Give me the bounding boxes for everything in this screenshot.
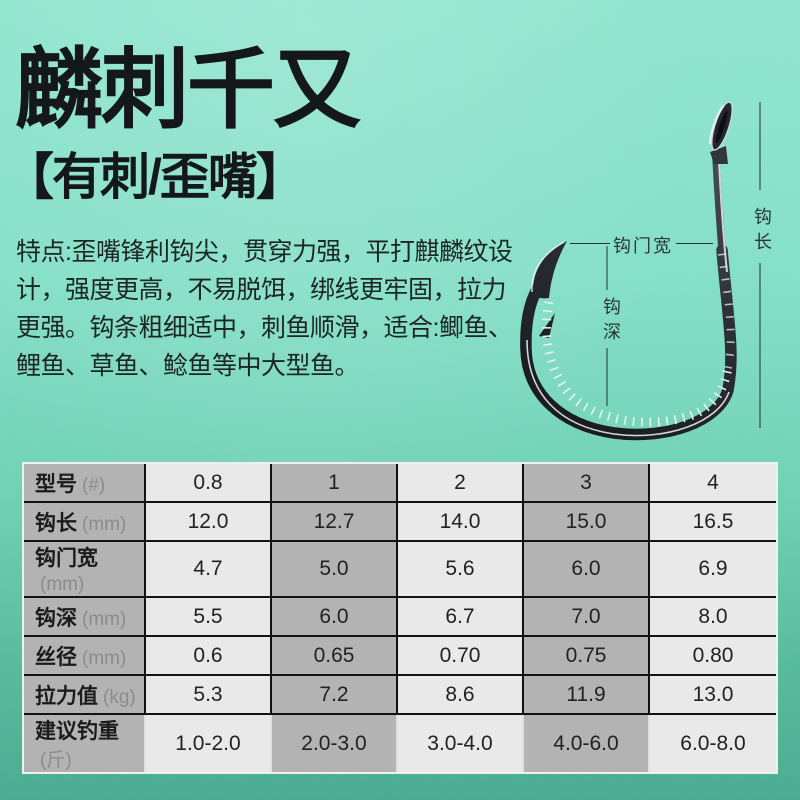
point-highlight [531,241,565,293]
spec-cell: 2.0-3.0 [272,715,398,772]
spec-cell: 2 [398,464,524,503]
row-unit: (mm) [82,513,127,535]
row-label: 拉力值 [35,684,98,708]
spec-cell: 4.7 [146,542,272,598]
spec-cell: 5.3 [146,676,272,715]
row-label-cell: 钩长 (mm) [24,503,146,542]
label-hook-length: 钩长 [752,207,772,257]
spec-cell: 0.65 [272,637,398,676]
row-unit: (kg) [103,686,136,708]
scale-ticks [541,301,733,427]
row-label: 丝径 [35,645,77,669]
spec-cell: 16.5 [650,503,776,542]
spec-row-gape-width: 钩门宽 (mm) 4.7 5.0 5.6 6.0 6.9 [24,542,776,598]
spec-cell: 8.6 [398,676,524,715]
row-label-cell: 建议钓重 (斤) [24,715,146,772]
row-label-cell: 型号 (#) [24,464,146,503]
spec-cell: 6.0 [272,598,398,637]
row-unit: (mm) [82,608,127,630]
hook-barb [539,313,555,338]
spec-row-hook-depth: 钩深 (mm) 5.5 6.0 6.7 7.0 8.0 [24,598,776,637]
row-label: 钩深 [35,606,77,630]
spec-row-model: 型号 (#) 0.8 1 2 3 4 [24,464,776,503]
spec-cell: 1 [272,464,398,503]
description-line: 特点:歪嘴锋利钩尖，贯穿力强，平打麒麟纹设 [16,238,513,266]
row-label: 建议钓重 [35,720,119,743]
spec-cell: 6.0-8.0 [650,715,776,772]
spec-cell: 6.7 [398,598,524,637]
hook-eye [708,101,733,164]
spec-cell: 15.0 [524,503,650,542]
spec-table: 型号 (#) 0.8 1 2 3 4 钩长 (mm) 12.0 12.7 14.0 … [22,462,778,774]
hook-illustration [520,101,761,441]
spec-cell: 3.0-4.0 [398,715,524,772]
spec-cell: 8.0 [650,598,776,637]
row-unit: (#) [82,474,106,496]
spec-row-pull-force: 拉力值 (kg) 5.3 7.2 8.6 11.9 13.0 [24,676,776,715]
description-line: 更强。钩条粗细适中，刺鱼顺滑，适合:鲫鱼、 [16,314,513,342]
product-description: 特点:歪嘴锋利钩尖，贯穿力强，平打麒麟纹设 计，强度更高，不易脱饵，绑线更牢固，… [16,233,513,385]
spec-cell: 5.6 [398,542,524,598]
row-label-cell: 钩门宽 (mm) [24,542,146,598]
row-label-cell: 拉力值 (kg) [24,676,146,715]
spec-cell: 1.0-2.0 [146,715,272,772]
spec-cell: 0.8 [146,464,272,503]
spec-cell: 0.6 [146,637,272,676]
spec-cell: 6.0 [524,542,650,598]
row-label: 钩长 [35,511,77,535]
spec-cell: 7.0 [524,598,650,637]
spec-row-suggested-weight: 建议钓重(斤) 1.0-2.0 2.0-3.0 3.0-4.0 4.0-6.0 … [24,715,776,772]
row-unit: (mm) [40,574,85,595]
bend-highlight [526,339,730,437]
spec-cell: 11.9 [524,676,650,715]
row-label: 型号 [35,472,77,496]
spec-row-wire-diameter: 丝径 (mm) 0.6 0.65 0.70 0.75 0.80 [24,637,776,676]
shank-highlight [718,161,728,273]
spec-cell: 12.0 [146,503,272,542]
row-unit: (斤) [40,750,72,771]
product-title: 麟刺千又 [15,40,361,139]
dimension-lines [570,102,761,428]
spec-cell: 12.7 [272,503,398,542]
row-label-cell: 钩深 (mm) [24,598,146,637]
description-line: 鲤鱼、草鱼、鲶鱼等中大型鱼。 [16,352,360,380]
spec-cell: 5.0 [272,542,398,598]
spec-cell: 7.2 [272,676,398,715]
spec-cell: 13.0 [650,676,776,715]
hook-diagram: 钩门宽 钩深 钩长 [520,101,772,441]
spec-cell: 0.75 [524,637,650,676]
spec-cell: 5.5 [146,598,272,637]
label-hook-depth: 钩深 [601,297,621,347]
spec-cell: 14.0 [398,503,524,542]
spec-cell: 0.70 [398,637,524,676]
spec-row-hook-length: 钩长 (mm) 12.0 12.7 14.0 15.0 16.5 [24,503,776,542]
spec-cell: 6.9 [650,542,776,598]
row-unit: (mm) [82,647,127,669]
spec-cell: 4 [650,464,776,503]
hook-bend [520,244,737,441]
spec-cell: 3 [524,464,650,503]
spec-cell: 4.0-6.0 [524,715,650,772]
row-label: 钩门宽 [35,547,98,570]
row-label-cell: 丝径 (mm) [24,637,146,676]
spec-cell: 0.80 [650,637,776,676]
label-hook-gape: 钩门宽 [613,236,673,256]
description-line: 计，强度更高，不易脱饵，绑线更牢固，拉力 [16,276,507,304]
product-subtitle: 【有刺/歪嘴】 [4,149,306,205]
hook-point [532,241,567,299]
